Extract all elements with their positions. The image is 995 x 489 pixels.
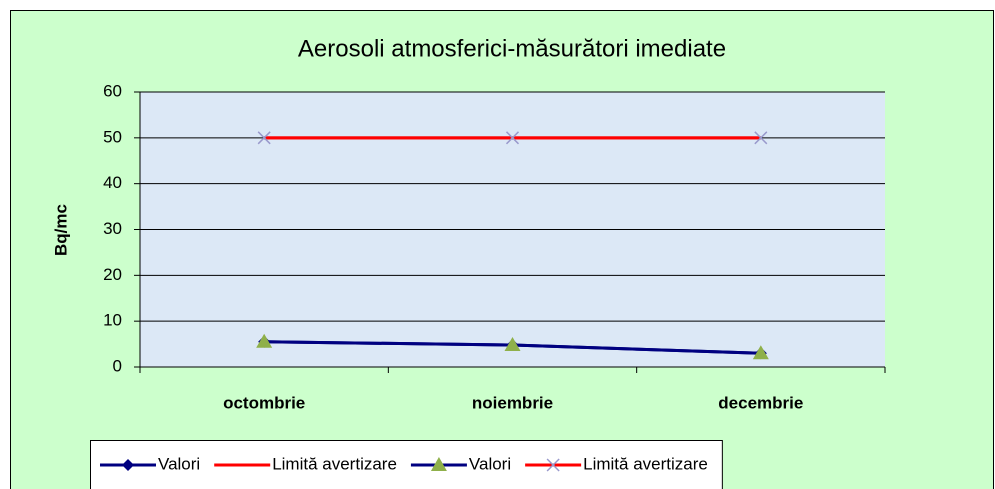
- legend-label: Limită avertizare: [583, 454, 708, 473]
- x-tick-label: noiembrie: [472, 393, 553, 412]
- y-tick-label: 40: [103, 173, 122, 192]
- data-point: [504, 337, 521, 351]
- data-point: [257, 131, 271, 145]
- legend-label: Limită avertizare: [272, 454, 397, 473]
- y-tick-label: 20: [103, 265, 122, 284]
- legend-marker: [430, 457, 447, 471]
- legend-label: Valori: [158, 454, 200, 473]
- data-point: [752, 345, 769, 360]
- data-point: [505, 131, 520, 145]
- data-point: [754, 131, 768, 145]
- x-tick-label: octombrie: [223, 393, 305, 412]
- legend-marker: [546, 458, 560, 472]
- y-tick-label: 60: [103, 81, 122, 100]
- legend: [90, 440, 723, 489]
- legend-label: Valori: [469, 454, 511, 473]
- y-tick-label: 50: [103, 127, 122, 146]
- data-point: [256, 333, 273, 348]
- y-tick-label: 10: [103, 311, 122, 330]
- chart-title: Aerosoli atmosferici-măsurători imediate: [298, 35, 726, 62]
- y-axis-label: Bq/mc: [51, 204, 70, 256]
- y-tick-label: 30: [103, 219, 122, 238]
- legend-marker: [122, 459, 134, 471]
- x-tick-label: decembrie: [718, 393, 803, 412]
- y-tick-label: 0: [113, 356, 122, 375]
